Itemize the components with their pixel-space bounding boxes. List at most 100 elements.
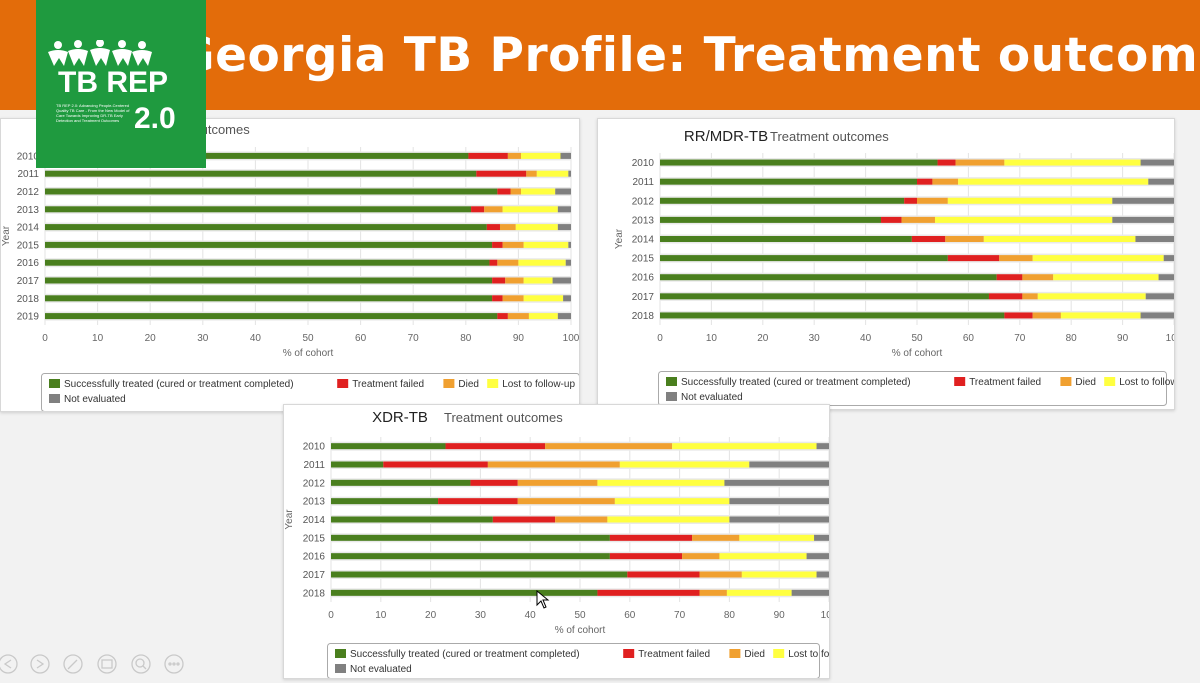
bar-segment-ltfu (719, 553, 807, 560)
bar-segment-noteval (1148, 178, 1174, 185)
bar-segment-died (510, 188, 522, 195)
chart-title: RR/MDR-TB (684, 128, 768, 145)
y-tick-label: 2015 (17, 240, 40, 251)
bar-segment-ltfu (536, 170, 569, 177)
x-tick-label: 10 (92, 333, 104, 344)
bar-segment-died (507, 152, 522, 159)
people-icon (48, 40, 152, 66)
presentation-toolbar (0, 654, 184, 674)
prev-icon[interactable] (0, 654, 18, 674)
legend-label-failed: Treatment failed (352, 379, 424, 390)
x-tick-label: 40 (860, 333, 872, 344)
bar-segment-died (497, 259, 519, 266)
y-tick-label: 2015 (632, 254, 655, 265)
bar-segment-ltfu (741, 571, 817, 578)
bar-segment-noteval (724, 479, 829, 486)
x-tick-label: 70 (1014, 333, 1026, 344)
legend-swatch-died (443, 379, 455, 388)
y-tick-label: 2014 (17, 223, 40, 234)
bar-segment-failed (988, 293, 1023, 300)
bar-segment-ltfu (947, 197, 1113, 204)
bar-segment-died (999, 255, 1033, 262)
chart-title: XDR-TB (372, 409, 428, 426)
bar-segment-failed (996, 274, 1023, 281)
x-tick-label: 30 (475, 610, 487, 621)
legend-swatch-ltfu (487, 379, 499, 388)
y-axis-label: Year (614, 228, 625, 249)
bar-segment-died (502, 295, 524, 302)
bar-segment-success (45, 152, 469, 159)
y-tick-label: 2015 (303, 533, 326, 544)
x-tick-label: 0 (657, 333, 663, 344)
legend-swatch-failed (623, 649, 635, 658)
bar-segment-failed (947, 255, 1000, 262)
y-tick-label: 2018 (17, 294, 40, 305)
x-tick-label: 0 (328, 610, 334, 621)
bar-segment-noteval (1158, 274, 1174, 281)
legend-swatch-noteval (335, 664, 346, 673)
legend-swatch-died (1060, 377, 1072, 386)
bar-segment-success (45, 241, 493, 248)
bar-segment-ltfu (521, 188, 556, 195)
y-tick-label: 2012 (17, 187, 40, 198)
bar-segment-died (507, 313, 529, 320)
x-axis-label: % of cohort (892, 348, 943, 359)
bar-segment-success (45, 188, 498, 195)
bar-segment-failed (492, 277, 506, 284)
legend-swatch-success (335, 649, 346, 658)
y-tick-label: 2012 (303, 478, 326, 489)
bar-segment-ltfu (523, 277, 553, 284)
x-tick-label: 80 (460, 333, 472, 344)
bar-segment-died (487, 461, 620, 468)
y-axis-label: Year (1, 225, 12, 246)
bar-segment-failed (471, 206, 485, 213)
legend-label-success: Successfully treated (cured or treatment… (681, 377, 911, 388)
bar-segment-noteval (1135, 236, 1174, 242)
bar-segment-success (45, 206, 472, 213)
chart-svg: RR/MDR-TB Treatment outcomes 0 10 20 30 40 50 60… (614, 128, 1192, 406)
x-tick-label: 60 (963, 333, 975, 344)
tb-rep-logo: TB REP TB REP 2.0: Advancing People-Cent… (36, 0, 206, 168)
legend-swatch-success (49, 379, 60, 388)
x-tick-label: 60 (624, 610, 636, 621)
bar-segment-failed (597, 589, 700, 596)
legend-label-died: Died (1075, 377, 1096, 388)
pen-icon[interactable] (63, 654, 83, 674)
bar-segment-noteval (557, 206, 571, 213)
bar-segment-ltfu (1032, 255, 1164, 262)
more-icon[interactable] (164, 654, 184, 674)
x-tick-label: 10 (375, 610, 387, 621)
bar-segment-ltfu (934, 216, 1113, 223)
bar-segment-success (660, 255, 948, 262)
bar-segment-success (331, 498, 439, 505)
logo-line2: 2.0 (134, 102, 176, 135)
bar-segment-died (517, 479, 598, 486)
x-tick-label: 90 (774, 610, 786, 621)
bar-segment-failed (492, 295, 503, 302)
bar-segment-died (1022, 293, 1038, 300)
x-tick-label: 30 (809, 333, 821, 344)
bar-segment-ltfu (518, 259, 566, 266)
zoom-icon[interactable] (131, 654, 151, 674)
bar-segment-noteval (729, 498, 829, 505)
bar-segment-success (660, 159, 938, 166)
bar-segment-failed (917, 178, 933, 185)
y-tick-label: 2010 (17, 151, 40, 162)
bar-segment-success (660, 236, 912, 242)
bar-segment-noteval (1140, 312, 1174, 319)
x-tick-label: 100 (821, 610, 829, 621)
bar-segment-noteval (816, 571, 829, 578)
slides-icon[interactable] (97, 654, 117, 674)
legend-swatch-success (666, 377, 677, 386)
bar-segment-noteval (560, 152, 571, 159)
bar-segment-success (45, 277, 493, 284)
bar-segment-ltfu (983, 236, 1136, 242)
bar-segment-ltfu (726, 589, 792, 596)
bar-segment-success (660, 216, 882, 223)
x-tick-label: 70 (674, 610, 686, 621)
y-tick-label: 2017 (17, 276, 40, 287)
next-icon[interactable] (30, 654, 50, 674)
bar-segment-noteval (557, 313, 571, 320)
bar-segment-died (1032, 312, 1061, 319)
bar-segment-noteval (1163, 255, 1174, 262)
